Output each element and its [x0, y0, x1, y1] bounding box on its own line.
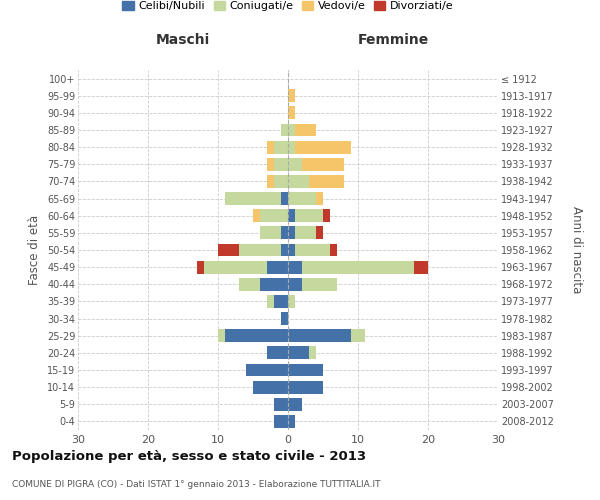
Bar: [274, 158, 288, 170]
Bar: [288, 124, 295, 136]
Bar: [274, 175, 288, 188]
Bar: [288, 140, 295, 153]
Bar: [288, 260, 302, 274]
Bar: [281, 244, 288, 256]
Bar: [295, 124, 316, 136]
Bar: [281, 312, 288, 325]
Bar: [267, 295, 274, 308]
Bar: [267, 140, 274, 153]
Bar: [197, 260, 204, 274]
Bar: [260, 278, 288, 290]
Bar: [281, 124, 288, 136]
Bar: [316, 226, 323, 239]
Bar: [267, 346, 288, 360]
Legend: Celibi/Nubili, Coniugati/e, Vedovi/e, Divorziati/e: Celibi/Nubili, Coniugati/e, Vedovi/e, Di…: [118, 0, 458, 16]
Bar: [288, 295, 295, 308]
Bar: [239, 278, 260, 290]
Bar: [288, 244, 295, 256]
Bar: [302, 278, 337, 290]
Bar: [267, 175, 274, 188]
Bar: [260, 226, 281, 239]
Bar: [281, 192, 288, 205]
Bar: [316, 192, 323, 205]
Bar: [351, 330, 365, 342]
Bar: [239, 244, 281, 256]
Bar: [302, 260, 414, 274]
Bar: [288, 210, 295, 222]
Bar: [288, 415, 295, 428]
Bar: [267, 158, 274, 170]
Bar: [295, 140, 351, 153]
Bar: [295, 210, 323, 222]
Bar: [274, 398, 288, 410]
Bar: [225, 330, 288, 342]
Bar: [281, 226, 288, 239]
Bar: [253, 380, 288, 394]
Bar: [323, 210, 330, 222]
Bar: [218, 330, 225, 342]
Bar: [309, 346, 316, 360]
Bar: [288, 175, 309, 188]
Bar: [204, 260, 267, 274]
Bar: [288, 106, 295, 120]
Bar: [274, 415, 288, 428]
Bar: [288, 192, 316, 205]
Bar: [295, 226, 316, 239]
Text: COMUNE DI PIGRA (CO) - Dati ISTAT 1° gennaio 2013 - Elaborazione TUTTITALIA.IT: COMUNE DI PIGRA (CO) - Dati ISTAT 1° gen…: [12, 480, 380, 489]
Text: Popolazione per età, sesso e stato civile - 2013: Popolazione per età, sesso e stato civil…: [12, 450, 366, 463]
Bar: [309, 175, 344, 188]
Bar: [288, 226, 295, 239]
Bar: [288, 330, 351, 342]
Bar: [218, 244, 239, 256]
Bar: [330, 244, 337, 256]
Bar: [225, 192, 281, 205]
Bar: [246, 364, 288, 376]
Text: Maschi: Maschi: [156, 34, 210, 48]
Bar: [253, 210, 260, 222]
Bar: [288, 364, 323, 376]
Bar: [288, 278, 302, 290]
Bar: [295, 244, 330, 256]
Bar: [288, 398, 302, 410]
Y-axis label: Anni di nascita: Anni di nascita: [571, 206, 583, 294]
Bar: [414, 260, 428, 274]
Bar: [288, 346, 309, 360]
Bar: [288, 158, 302, 170]
Bar: [288, 380, 323, 394]
Bar: [288, 90, 295, 102]
Y-axis label: Fasce di età: Fasce di età: [28, 215, 41, 285]
Bar: [274, 295, 288, 308]
Text: Femmine: Femmine: [358, 34, 428, 48]
Bar: [302, 158, 344, 170]
Bar: [267, 260, 288, 274]
Bar: [260, 210, 288, 222]
Bar: [274, 140, 288, 153]
